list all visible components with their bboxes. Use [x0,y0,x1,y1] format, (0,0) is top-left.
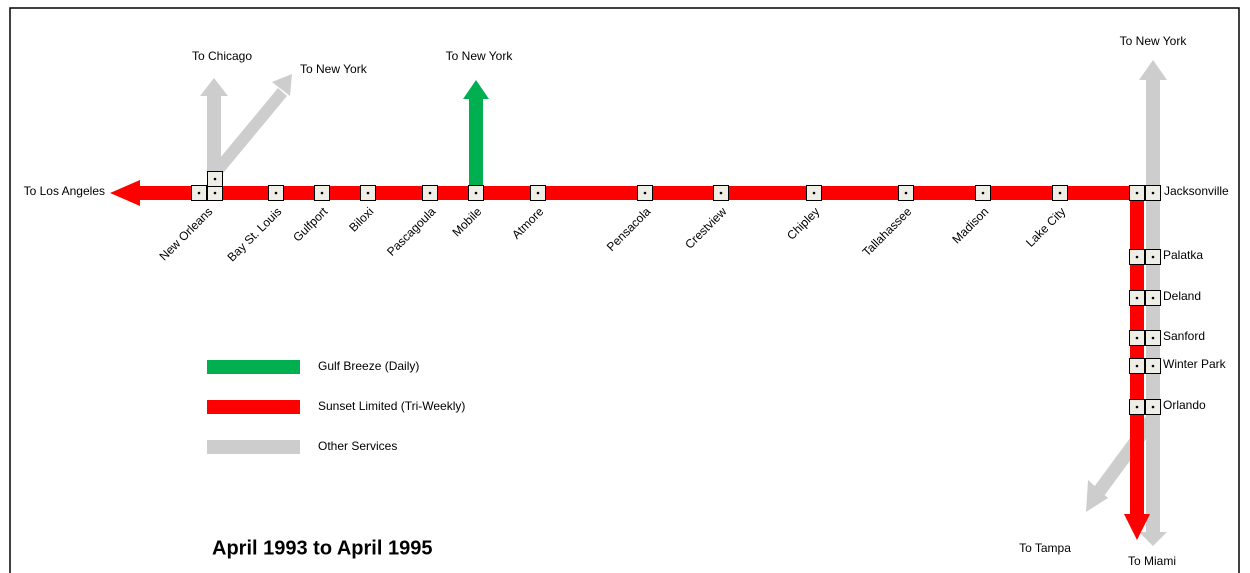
station-label: Deland [1163,289,1201,303]
station-dot [320,191,324,195]
station-dot [1151,255,1155,259]
station-label: Pensacola [604,204,654,254]
destination-label: To Los Angeles [24,184,105,198]
station-label: Sanford [1163,329,1205,343]
destination-label: To New York [300,62,368,76]
station-dot [1135,255,1139,259]
station-dot [197,191,201,195]
station-label: Winter Park [1163,357,1227,371]
legend-label: Gulf Breeze (Daily) [318,359,419,373]
station-label: Madison [949,204,991,246]
legend-label: Sunset Limited (Tri-Weekly) [318,399,465,413]
station-dot [1135,296,1139,300]
station-label: Jacksonville [1164,184,1229,198]
station-label: Tallahassee [860,204,915,259]
station-dot [904,191,908,195]
gulf-breeze [463,80,489,188]
station-dot [274,191,278,195]
station-dot [213,191,217,195]
destination-label: To New York [1120,34,1188,48]
station-label: Crestview [682,204,729,251]
station-boxes [191,171,1161,415]
station-label: Lake City [1023,204,1068,249]
station-dot [1151,336,1155,340]
destination-label: To Miami [1128,554,1176,568]
station-dot [1151,405,1155,409]
gray-arrow [1139,532,1167,546]
station-label: Palatka [1163,248,1203,262]
gray-arrow [272,74,292,96]
station-label: Pascagoula [384,204,438,258]
station-dot [213,177,217,181]
gray-arrow [1086,480,1108,512]
destination-label: To Chicago [192,49,252,63]
destination-label: To Tampa [1019,541,1071,555]
legend-swatch [207,440,300,454]
station-dot [536,191,540,195]
station-dot [643,191,647,195]
gray-line [207,95,221,175]
station-label: Chipley [784,204,822,242]
station-dot [1135,405,1139,409]
gray-arrow [1139,60,1167,80]
station-label: Mobile [449,204,484,239]
title: April 1993 to April 1995 [212,537,432,559]
station-dot [1135,336,1139,340]
station-dot [1151,364,1155,368]
station-dot [719,191,723,195]
station-dot [1151,296,1155,300]
station-dot [366,191,370,195]
station-dot [812,191,816,195]
frame [9,7,1240,573]
station-dot [428,191,432,195]
station-label: Bay St. Louis [224,204,284,264]
destination-label: To New York [446,49,514,63]
station-dot [1151,191,1155,195]
legend-swatch [207,360,300,374]
station-label: Gulfport [290,204,331,245]
station-label: New Orleans [156,204,215,263]
station-dot [474,191,478,195]
gray-line [210,88,287,178]
red-line [1130,186,1144,516]
other-services [200,60,1167,546]
gray-arrow [200,78,228,96]
station-dot [1058,191,1062,195]
legend-label: Other Services [318,439,397,453]
green-line [469,98,483,188]
station-label: Biloxi [346,204,376,234]
station-label: Orlando [1163,398,1206,412]
station-dot [1135,191,1139,195]
red-arrow [1124,514,1150,540]
station-label: Atmore [509,204,546,241]
station-dot [1135,364,1139,368]
station-dot [981,191,985,195]
green-arrow [463,80,489,99]
legend-swatch [207,400,300,414]
red-arrow [110,180,140,206]
